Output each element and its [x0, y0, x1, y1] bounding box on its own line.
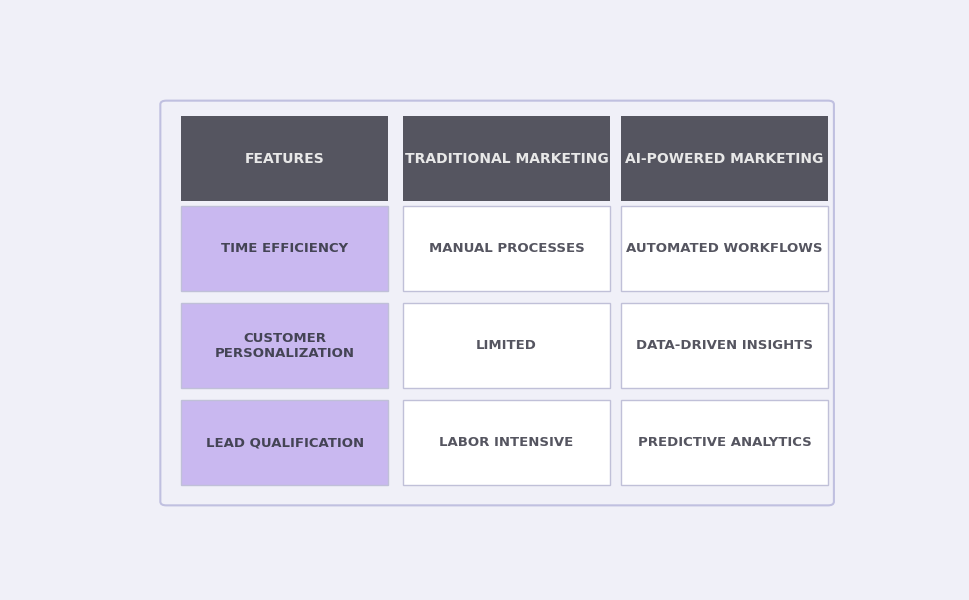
Text: TIME EFFICIENCY: TIME EFFICIENCY	[221, 242, 348, 255]
FancyBboxPatch shape	[181, 116, 388, 202]
Text: CUSTOMER
PERSONALIZATION: CUSTOMER PERSONALIZATION	[214, 332, 355, 360]
FancyBboxPatch shape	[403, 303, 610, 388]
FancyBboxPatch shape	[160, 101, 833, 505]
Text: LEAD QUALIFICATION: LEAD QUALIFICATION	[205, 436, 363, 449]
FancyBboxPatch shape	[181, 400, 388, 485]
Text: DATA-DRIVEN INSIGHTS: DATA-DRIVEN INSIGHTS	[636, 339, 812, 352]
Text: LABOR INTENSIVE: LABOR INTENSIVE	[439, 436, 573, 449]
Text: LIMITED: LIMITED	[476, 339, 537, 352]
Text: TRADITIONAL MARKETING: TRADITIONAL MARKETING	[404, 152, 608, 166]
FancyBboxPatch shape	[620, 400, 828, 485]
FancyBboxPatch shape	[620, 206, 828, 292]
FancyBboxPatch shape	[620, 116, 828, 202]
Text: AI-POWERED MARKETING: AI-POWERED MARKETING	[625, 152, 823, 166]
FancyBboxPatch shape	[403, 206, 610, 292]
Text: PREDICTIVE ANALYTICS: PREDICTIVE ANALYTICS	[637, 436, 810, 449]
FancyBboxPatch shape	[181, 206, 388, 292]
Text: MANUAL PROCESSES: MANUAL PROCESSES	[428, 242, 583, 255]
FancyBboxPatch shape	[403, 116, 610, 202]
FancyBboxPatch shape	[181, 303, 388, 388]
Text: FEATURES: FEATURES	[244, 152, 325, 166]
FancyBboxPatch shape	[403, 400, 610, 485]
FancyBboxPatch shape	[620, 303, 828, 388]
Text: AUTOMATED WORKFLOWS: AUTOMATED WORKFLOWS	[626, 242, 822, 255]
